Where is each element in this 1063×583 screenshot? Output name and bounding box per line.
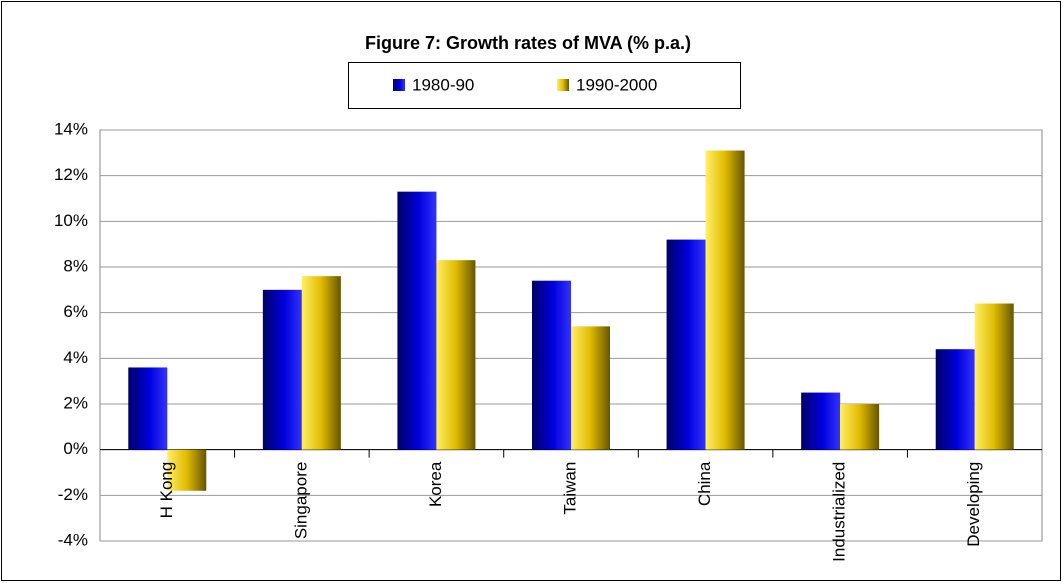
y-tick-label: 12% — [54, 165, 88, 184]
bar — [397, 191, 437, 450]
x-tick-label: Korea — [426, 461, 445, 507]
y-tick-label: 0% — [63, 439, 88, 458]
bar — [801, 392, 841, 450]
y-tick-label: 10% — [54, 211, 88, 230]
bar — [935, 349, 975, 450]
legend-label: 1980-90 — [412, 75, 474, 94]
x-tick-label: China — [695, 461, 714, 506]
x-tick-label: Taiwan — [560, 462, 579, 515]
y-tick-label: 6% — [63, 302, 88, 321]
bar — [571, 326, 610, 450]
bar — [167, 449, 207, 491]
y-tick-label: -4% — [58, 530, 88, 549]
y-tick-label: 4% — [63, 348, 88, 367]
x-tick-label: H Kong — [157, 462, 176, 519]
bar — [532, 280, 571, 450]
y-tick-label: -2% — [58, 485, 88, 504]
bar — [666, 239, 706, 450]
x-tick-label: Singapore — [291, 462, 310, 540]
y-tick-label: 8% — [63, 256, 88, 275]
bar — [262, 289, 302, 450]
legend-box — [348, 62, 741, 109]
x-tick-label: Industrialized — [830, 462, 849, 562]
chart-title: Figure 7: Growth rates of MVA (% p.a.) — [365, 33, 691, 53]
bar — [840, 404, 880, 450]
bar — [705, 150, 745, 450]
bar — [436, 260, 476, 450]
legend-swatch — [393, 79, 405, 91]
y-tick-label: 14% — [54, 119, 88, 138]
bar — [974, 303, 1014, 450]
legend-swatch — [557, 79, 569, 91]
legend-label: 1990-2000 — [576, 75, 657, 94]
y-tick-label: 2% — [63, 393, 88, 412]
bar — [128, 367, 168, 450]
x-tick-label: Developing — [964, 462, 983, 547]
bar — [301, 276, 341, 450]
